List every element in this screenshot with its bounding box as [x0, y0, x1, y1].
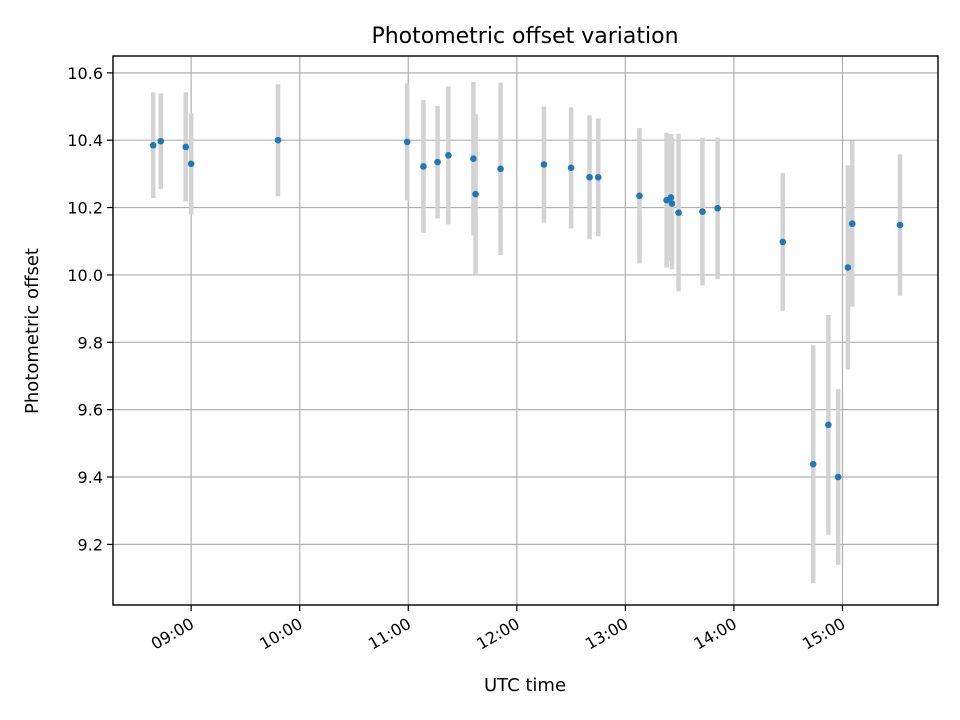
- plot-frame: [112, 55, 939, 606]
- y-tick-label: 9.4: [78, 468, 103, 487]
- y-tick-label: 10.0: [67, 266, 103, 285]
- data-point: [157, 137, 165, 145]
- y-tick-label: 10.2: [67, 199, 103, 218]
- y-tick-label: 9.8: [78, 333, 103, 352]
- data-point: [594, 173, 602, 181]
- y-tick-label: 10.6: [67, 64, 103, 83]
- data-point: [809, 460, 817, 468]
- data-point: [403, 138, 411, 146]
- data-point: [472, 190, 479, 198]
- y-tick-label: 9.6: [78, 401, 103, 420]
- y-tick-label: 9.2: [78, 535, 103, 554]
- data-point: [675, 209, 682, 216]
- data-point: [636, 192, 643, 200]
- y-axis-ticks: 9.2 9.4 9.6 9.8 10.0 10.2 10.4 10.6: [67, 64, 113, 554]
- data-point: [825, 421, 832, 429]
- plot-area-background: [113, 56, 938, 605]
- data-point: [586, 173, 593, 181]
- data-point: [844, 264, 852, 271]
- data-point: [699, 208, 706, 215]
- data-point: [274, 136, 282, 144]
- data-point: [668, 200, 676, 207]
- data-point: [848, 220, 856, 228]
- data-point: [667, 194, 675, 201]
- y-tick-label: 10.4: [67, 131, 103, 150]
- data-point: [149, 141, 157, 149]
- data-point: [714, 204, 721, 212]
- x-axis-label: UTC time: [484, 675, 566, 696]
- data-point: [434, 158, 441, 166]
- data-point: [420, 163, 427, 170]
- data-point: [540, 161, 548, 168]
- data-point: [445, 152, 452, 159]
- y-axis-label: Photometric offset: [22, 248, 43, 414]
- point-layer: [149, 136, 904, 481]
- data-point: [497, 165, 504, 173]
- data-point: [779, 238, 787, 246]
- data-point: [182, 143, 190, 151]
- data-point: [470, 155, 477, 163]
- chart-title: Photometric offset variation: [371, 24, 678, 49]
- data-point: [896, 221, 904, 229]
- data-point: [567, 164, 575, 172]
- data-point: [834, 473, 842, 481]
- grid-layer: [113, 56, 938, 605]
- data-point: [187, 160, 195, 168]
